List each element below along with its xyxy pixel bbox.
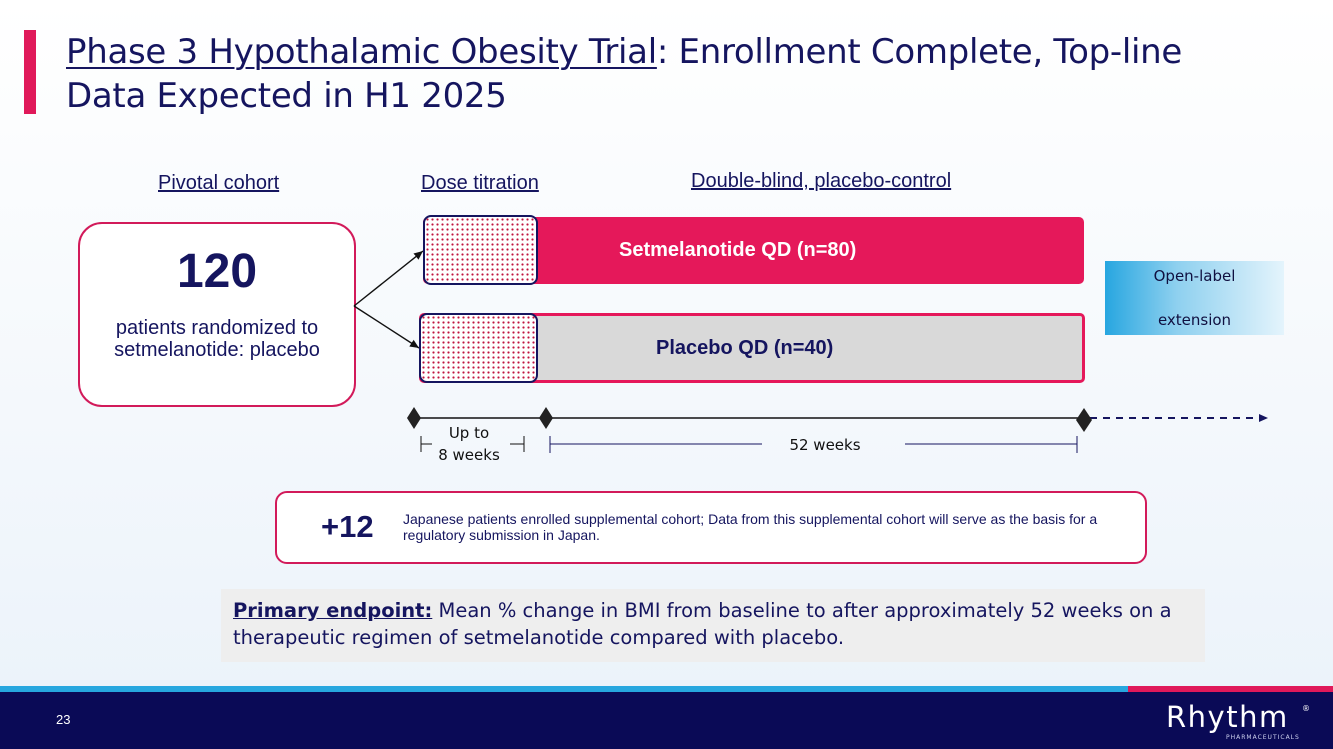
supplemental-cohort-box: +12 Japanese patients enrolled supplemen… <box>275 491 1147 564</box>
header-pivotal-cohort: Pivotal cohort <box>158 172 280 194</box>
page-number: 23 <box>56 712 71 727</box>
placebo-arm-label: Placebo QD (n=40) <box>656 336 834 359</box>
open-label-extension-box: Open-label extension <box>1105 261 1284 335</box>
arrow-to-placebo <box>353 305 420 349</box>
pivotal-cohort-box: 120 patients randomized to setmelanotide… <box>78 222 356 407</box>
primary-endpoint-label: Primary endpoint: <box>233 599 433 622</box>
timeline-diamond-end <box>1076 408 1092 432</box>
arrow-to-setmelanotide <box>353 250 424 307</box>
setmelanotide-titration-block <box>423 215 538 285</box>
header-double-blind: Double-blind, placebo-control <box>691 170 952 192</box>
cohort-count: 120 <box>176 245 258 298</box>
timeline-diamond-titration <box>539 407 553 429</box>
extension-line-2: extension <box>1157 311 1232 329</box>
footer-stripe-blue <box>0 686 1128 692</box>
logo-subtitle: PHARMACEUTICALS <box>1226 734 1300 741</box>
rhythm-logo: Rhythm ® PHARMACEUTICALS <box>1166 700 1310 741</box>
footer-stripe-pink <box>1128 686 1333 692</box>
primary-endpoint-box: Primary endpoint: Mean % change in BMI f… <box>221 589 1205 662</box>
cohort-description: patients randomized to setmelanotide: pl… <box>114 317 320 361</box>
placebo-titration-block <box>419 313 538 383</box>
treatment-duration-label: 52 weeks <box>789 436 861 454</box>
titration-duration-label: Up to 8 weeks <box>430 422 508 466</box>
supplemental-description: Japanese patients enrolled supplemental … <box>403 511 1098 543</box>
title-rest: : Enrollment Complete, Top-line Data Exp… <box>66 32 1182 116</box>
page-title: Phase 3 Hypothalamic Obesity Trial: Enro… <box>66 30 1246 118</box>
setmelanotide-arm-label: Setmelanotide QD (n=80) <box>619 239 857 261</box>
header-dose-titration: Dose titration <box>421 172 539 194</box>
extension-line-1: Open-label <box>1153 267 1236 285</box>
logo-wordmark: Rhythm <box>1166 700 1289 734</box>
supplemental-count: +12 <box>321 509 374 544</box>
timeline-diamond-start <box>407 407 421 429</box>
logo-registered-mark: ® <box>1302 704 1310 713</box>
titration-line-2: 8 weeks <box>438 446 500 464</box>
title-trial-name: Phase 3 Hypothalamic Obesity Trial <box>66 32 657 72</box>
footer-bar <box>0 692 1333 749</box>
titration-line-1: Up to <box>448 424 490 442</box>
title-accent-bar <box>24 30 36 114</box>
primary-endpoint-text: Mean % change in BMI from baseline to af… <box>233 599 1172 649</box>
